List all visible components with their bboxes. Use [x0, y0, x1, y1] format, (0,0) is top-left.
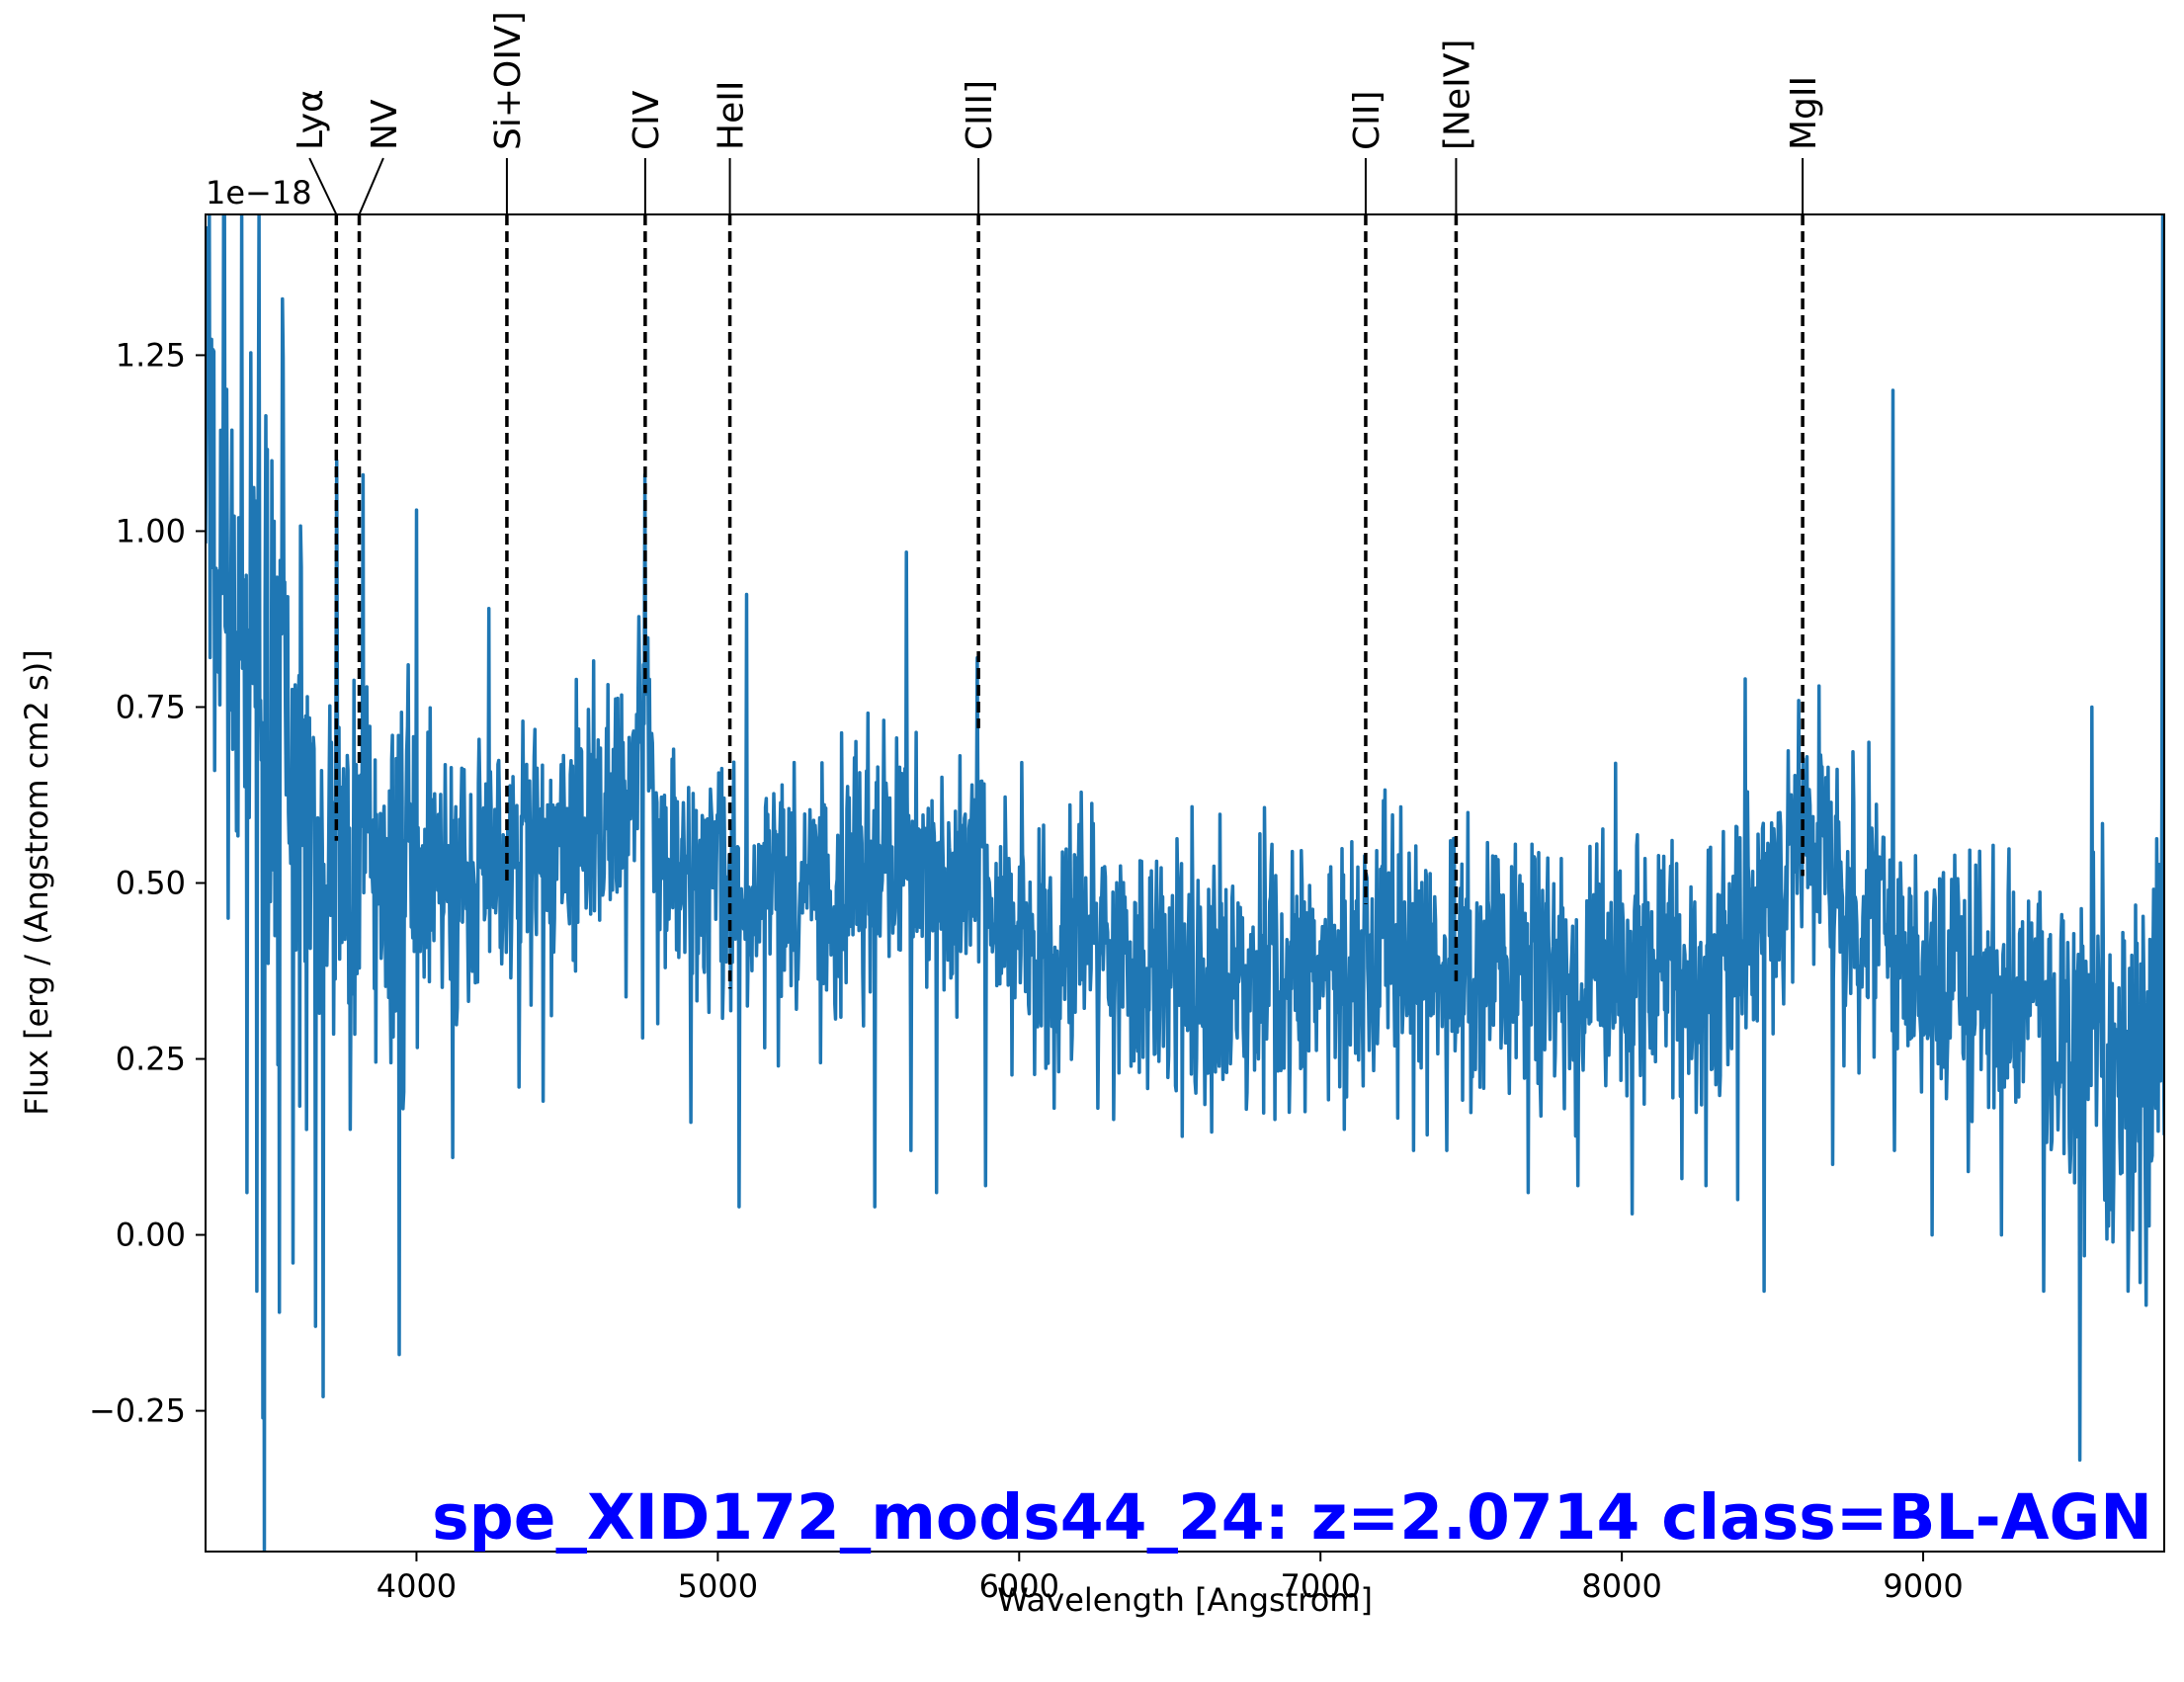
- x-tick-label: 5000: [678, 1567, 758, 1605]
- spectrum-annotation: spe_XID172_mods44_24: z=2.0714 class=BL-…: [432, 1481, 2152, 1554]
- y-offset-text: 1e−18: [206, 174, 312, 211]
- x-tick-label: 8000: [1581, 1567, 1661, 1605]
- x-tick-label: 7000: [1280, 1567, 1360, 1605]
- emission-line-label: HeII: [712, 81, 752, 150]
- emission-line-label: MgII: [1784, 76, 1824, 150]
- y-tick-label: 0.50: [116, 865, 186, 902]
- y-tick-label: 1.00: [116, 512, 186, 549]
- y-tick-label: −0.25: [89, 1392, 186, 1430]
- x-tick-label: 4000: [377, 1567, 457, 1605]
- emission-line-label: Si+OIV]: [488, 11, 529, 150]
- x-tick-label: 6000: [979, 1567, 1059, 1605]
- y-tick-label: 1.25: [116, 336, 186, 374]
- y-tick-label: 0.75: [116, 688, 186, 725]
- emission-line-connector: [358, 157, 384, 215]
- emission-line-label: NV: [365, 99, 405, 150]
- x-axis-ticks: 4000 5000 6000 7000 8000 9000: [377, 1552, 1964, 1605]
- y-tick-label: 0.00: [116, 1217, 186, 1254]
- emission-line-label: CIII]: [960, 80, 1000, 150]
- y-tick-label: 0.25: [116, 1041, 186, 1078]
- x-tick-label: 9000: [1883, 1567, 1963, 1605]
- y-axis-label: Flux [erg / (Angstrom cm2 s)]: [18, 649, 55, 1115]
- spectrum-line: [206, 214, 2164, 1552]
- emission-line-connector: [308, 157, 338, 215]
- series-layer: [206, 214, 2164, 1552]
- emission-line-label: CIV: [627, 90, 667, 150]
- emission-line-label: CII]: [1347, 91, 1387, 150]
- emission-line-label: [NeIV]: [1437, 40, 1477, 150]
- y-axis-ticks: −0.25 0.00 0.25 0.50 0.75 1.00 1.25: [89, 336, 206, 1430]
- emission-line-label: Lyα: [291, 89, 331, 150]
- emission-line-markers: Lyα NV Si+OIV] CIV HeII CIII] CII] [NeIV] MgII: [291, 11, 1824, 989]
- x-axis-label: Wavelength [Angstrom]: [997, 1581, 1373, 1619]
